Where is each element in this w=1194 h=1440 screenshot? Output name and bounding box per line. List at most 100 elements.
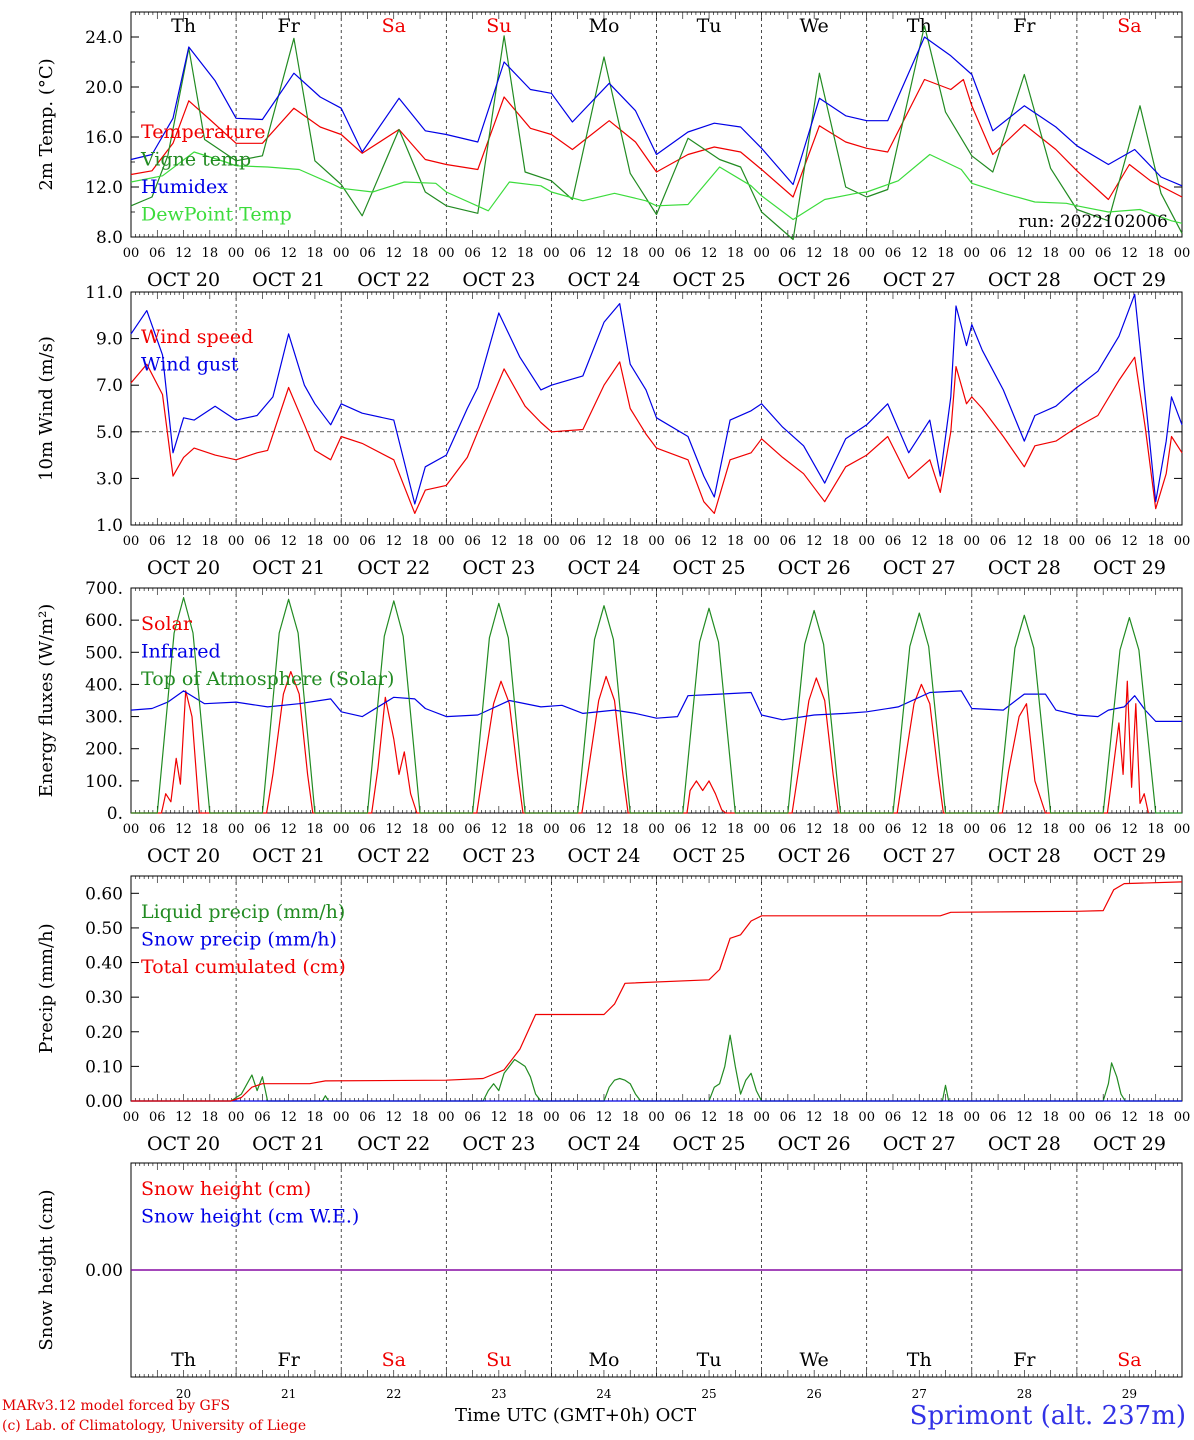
hour-label: 12 bbox=[491, 822, 508, 837]
hour-label: 18 bbox=[832, 534, 849, 549]
hour-label: 00 bbox=[648, 1110, 665, 1125]
hour-label: 06 bbox=[990, 246, 1007, 261]
hour-label: 12 bbox=[911, 822, 928, 837]
hour-label: 18 bbox=[412, 246, 429, 261]
hour-label: 06 bbox=[780, 246, 797, 261]
date-label: OCT 26 bbox=[778, 845, 851, 867]
date-label: OCT 21 bbox=[252, 557, 325, 579]
series-dewpoint-temp-line bbox=[130, 151, 1183, 224]
hour-label: 00 bbox=[123, 822, 140, 837]
weekday-label: Th bbox=[171, 15, 196, 37]
hour-label: 12 bbox=[1121, 822, 1138, 837]
hour-label: 00 bbox=[753, 1110, 770, 1125]
hour-label: 18 bbox=[202, 246, 219, 261]
date-label: OCT 23 bbox=[462, 845, 535, 867]
y-tick-label: 24.0 bbox=[85, 28, 123, 48]
hour-label: 12 bbox=[385, 1110, 402, 1125]
hour-label: 06 bbox=[885, 1110, 902, 1125]
hour-label: 18 bbox=[1147, 1110, 1164, 1125]
hour-label: 00 bbox=[1069, 1110, 1086, 1125]
weekday-label: We bbox=[800, 15, 829, 37]
hour-label: 18 bbox=[1042, 534, 1059, 549]
weekday-label: Fr bbox=[278, 1349, 301, 1371]
hour-label: 12 bbox=[385, 246, 402, 261]
day-number: 20 bbox=[176, 1387, 191, 1401]
y-tick-label: 700. bbox=[85, 579, 123, 599]
hour-label: 06 bbox=[990, 1110, 1007, 1125]
hour-label: 06 bbox=[254, 246, 271, 261]
y-tick-label: 300. bbox=[85, 708, 123, 728]
y-tick-label: 7.0 bbox=[96, 376, 123, 396]
hour-label: 06 bbox=[1095, 534, 1112, 549]
hour-label: 06 bbox=[569, 1110, 586, 1125]
hour-label: 06 bbox=[464, 1110, 481, 1125]
day-number: 23 bbox=[491, 1387, 506, 1401]
hour-label: 18 bbox=[517, 822, 534, 837]
hour-label: 00 bbox=[964, 534, 981, 549]
y-tick-label: 100. bbox=[85, 772, 123, 792]
hour-label: 12 bbox=[280, 246, 297, 261]
hour-label: 18 bbox=[1147, 822, 1164, 837]
date-label: OCT 23 bbox=[462, 557, 535, 579]
hour-label: 18 bbox=[832, 246, 849, 261]
hour-label: 06 bbox=[254, 1110, 271, 1125]
hour-label: 12 bbox=[1121, 246, 1138, 261]
hour-label: 00 bbox=[858, 1110, 875, 1125]
y-tick-label: 500. bbox=[85, 643, 123, 663]
hour-label: 12 bbox=[491, 1110, 508, 1125]
weekday-label: Fr bbox=[1013, 15, 1036, 37]
hour-label: 18 bbox=[307, 822, 324, 837]
hour-label: 12 bbox=[596, 534, 613, 549]
hour-label: 00 bbox=[1174, 822, 1191, 837]
hour-label: 00 bbox=[123, 246, 140, 261]
hour-label: 00 bbox=[438, 534, 455, 549]
hour-label: 12 bbox=[911, 246, 928, 261]
y-axis-title: Energy fluxes (W/m²) bbox=[36, 604, 57, 798]
legend-humidex: Humidex bbox=[141, 176, 228, 198]
day-number: 26 bbox=[807, 1387, 822, 1401]
hour-label: 12 bbox=[280, 822, 297, 837]
legend-wind-gust: Wind gust bbox=[141, 354, 239, 376]
hour-label: 18 bbox=[727, 1110, 744, 1125]
day-number: 24 bbox=[596, 1387, 612, 1401]
y-tick-label: 0.50 bbox=[85, 919, 123, 939]
y-tick-label: 600. bbox=[85, 611, 123, 631]
plot-frame bbox=[130, 587, 1183, 814]
date-label: OCT 20 bbox=[147, 1133, 220, 1155]
hour-label: 18 bbox=[622, 1110, 639, 1125]
hour-label: 06 bbox=[359, 1110, 376, 1125]
hour-label: 06 bbox=[990, 534, 1007, 549]
hour-label: 12 bbox=[806, 534, 823, 549]
hour-label: 18 bbox=[202, 534, 219, 549]
series-wind-gust-line bbox=[130, 293, 1183, 505]
day-number: 22 bbox=[386, 1387, 401, 1401]
hour-label: 06 bbox=[569, 534, 586, 549]
y-tick-label: 0.30 bbox=[85, 988, 123, 1008]
y-tick-label: 12.0 bbox=[85, 178, 123, 198]
hour-label: 12 bbox=[175, 246, 192, 261]
weekday-label: Tu bbox=[697, 1349, 722, 1371]
hour-label: 18 bbox=[307, 1110, 324, 1125]
date-label: OCT 21 bbox=[252, 1133, 325, 1155]
date-label: OCT 29 bbox=[1093, 269, 1166, 291]
date-label: OCT 28 bbox=[988, 557, 1061, 579]
date-label: OCT 28 bbox=[988, 269, 1061, 291]
hour-label: 00 bbox=[228, 1110, 245, 1125]
weekday-label: Tu bbox=[697, 15, 722, 37]
hour-label: 12 bbox=[175, 1110, 192, 1125]
hour-label: 18 bbox=[1147, 246, 1164, 261]
y-tick-label: 0.20 bbox=[85, 1023, 123, 1043]
hour-label: 12 bbox=[1016, 1110, 1033, 1125]
y-tick-label: 0.40 bbox=[85, 954, 123, 974]
y-tick-label: 200. bbox=[85, 740, 123, 760]
legend-solar: Solar bbox=[141, 613, 193, 635]
series-top-of-atmosphere-solar-line bbox=[131, 596, 1182, 814]
date-label: OCT 25 bbox=[673, 557, 746, 579]
hour-label: 06 bbox=[780, 1110, 797, 1125]
y-tick-label: 1.0 bbox=[96, 516, 123, 536]
hour-label: 06 bbox=[149, 1110, 166, 1125]
hour-label: 06 bbox=[569, 822, 586, 837]
date-label: OCT 28 bbox=[988, 845, 1061, 867]
date-label: OCT 22 bbox=[357, 269, 430, 291]
